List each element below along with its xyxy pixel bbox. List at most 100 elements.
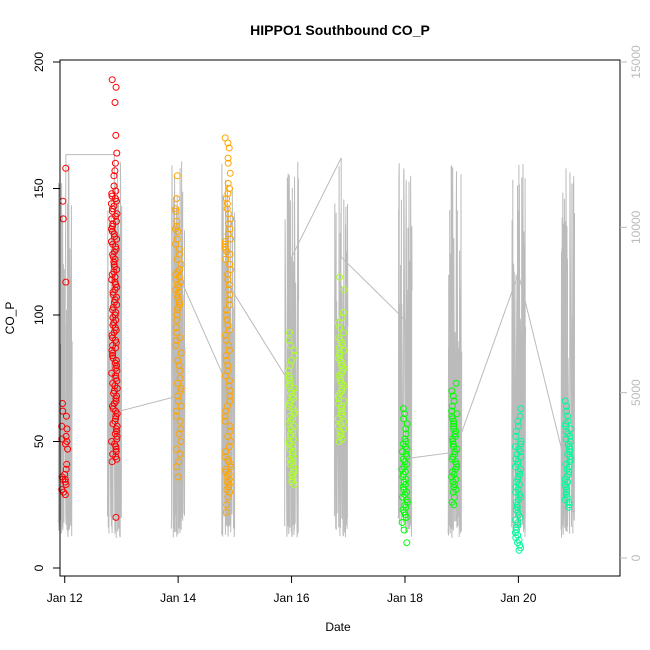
data-point xyxy=(173,217,181,225)
data-point xyxy=(221,238,229,246)
secondary-line-trace xyxy=(106,162,123,539)
data-point xyxy=(177,425,185,433)
data-point xyxy=(176,367,184,375)
data-point xyxy=(62,465,70,473)
data-point xyxy=(63,460,71,468)
data-point xyxy=(173,306,181,314)
data-point xyxy=(335,319,342,327)
data-point xyxy=(112,443,120,451)
data-point xyxy=(175,430,183,438)
data-point xyxy=(112,83,120,91)
data-point xyxy=(172,205,180,213)
data-point xyxy=(109,205,116,213)
data-point xyxy=(221,372,229,380)
secondary-line-trace xyxy=(284,161,300,538)
data-point xyxy=(224,271,232,278)
data-point xyxy=(173,336,180,344)
data-point xyxy=(225,144,233,152)
data-point xyxy=(449,392,457,400)
data-point xyxy=(403,539,411,547)
data-point xyxy=(513,501,521,509)
data-point xyxy=(222,407,230,415)
data-point xyxy=(225,296,233,304)
data-point xyxy=(453,460,460,468)
data-point xyxy=(176,417,184,425)
data-point xyxy=(515,546,523,554)
data-point xyxy=(108,331,116,339)
data-point xyxy=(223,311,231,319)
data-point xyxy=(512,432,520,440)
data-point xyxy=(563,486,571,494)
data-point xyxy=(226,169,234,177)
data-point xyxy=(173,311,181,319)
data-point xyxy=(172,407,180,415)
data-point xyxy=(224,493,232,501)
data-point xyxy=(111,159,119,167)
data-point xyxy=(287,357,295,364)
y-left-tick-label: 200 xyxy=(32,52,46,72)
data-point xyxy=(226,291,234,299)
data-point xyxy=(174,379,181,387)
data-point xyxy=(222,255,230,263)
data-point xyxy=(225,286,232,294)
data-point xyxy=(108,458,116,466)
data-point xyxy=(290,346,298,354)
data-point xyxy=(450,420,458,428)
data-point xyxy=(63,425,71,433)
data-point xyxy=(402,425,410,433)
data-point xyxy=(223,357,230,364)
data-point xyxy=(399,405,407,413)
data-point xyxy=(225,382,233,390)
data-point xyxy=(223,501,230,509)
data-point xyxy=(226,392,234,400)
secondary-line-trace xyxy=(57,163,73,537)
x-tick-label: Jan 16 xyxy=(274,591,310,605)
data-point xyxy=(109,349,117,357)
data-point xyxy=(110,258,118,266)
data-point xyxy=(339,309,347,316)
data-point xyxy=(173,329,181,337)
data-point xyxy=(225,443,233,451)
data-point xyxy=(340,329,348,337)
secondary-line-trace xyxy=(333,166,349,538)
data-point xyxy=(562,402,570,410)
data-point xyxy=(225,281,233,289)
data-point xyxy=(338,339,346,347)
data-point xyxy=(224,159,232,167)
data-point xyxy=(286,329,293,337)
data-point xyxy=(452,379,460,387)
data-point xyxy=(64,445,72,453)
data-point xyxy=(224,190,232,198)
data-point xyxy=(224,432,232,440)
data-point xyxy=(289,448,297,456)
data-point xyxy=(226,377,233,385)
data-point xyxy=(221,412,229,420)
data-point xyxy=(172,324,180,332)
data-point xyxy=(221,240,229,248)
data-point xyxy=(222,465,230,473)
secondary-line-trace xyxy=(511,164,527,538)
data-point xyxy=(285,336,293,344)
data-point xyxy=(172,240,179,248)
y-right-tick-label: 5000 xyxy=(629,379,643,406)
data-point xyxy=(223,316,231,324)
data-point xyxy=(290,463,297,471)
data-point xyxy=(176,450,184,458)
data-point xyxy=(109,220,117,228)
data-point xyxy=(176,245,183,253)
data-point xyxy=(224,276,232,284)
secondary-line-layer xyxy=(57,154,576,539)
data-point xyxy=(514,473,522,481)
data-point xyxy=(337,374,345,382)
y-axis-left: 0 50 100 150 200 xyxy=(32,52,60,571)
data-point xyxy=(286,362,294,370)
data-point xyxy=(175,362,183,370)
data-point xyxy=(175,298,183,306)
data-point xyxy=(335,438,343,445)
data-point xyxy=(290,481,298,488)
data-point xyxy=(222,352,230,359)
y-axis-right: 0 5000 10000 15000 xyxy=(620,45,643,561)
data-point xyxy=(338,314,346,321)
x-axis: Jan 12 Jan 14 Jan 16 Jan 18 Jan 20 xyxy=(47,575,537,605)
